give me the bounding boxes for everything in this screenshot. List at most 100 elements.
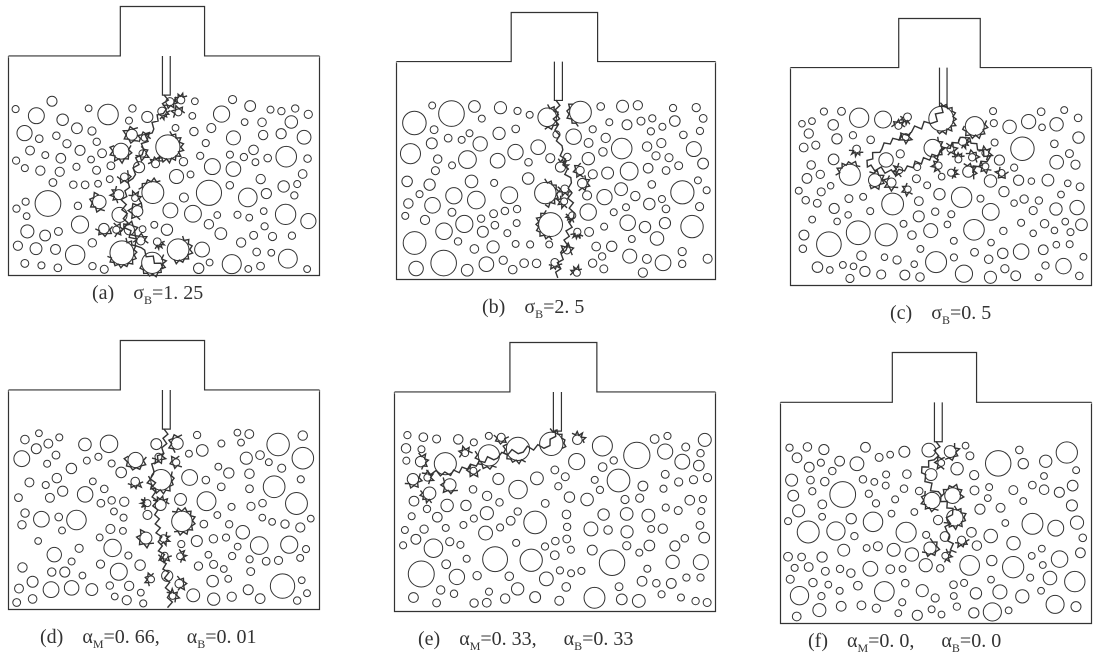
aggregate-circle bbox=[41, 480, 50, 490]
caption-c-tag: (c) bbox=[890, 302, 913, 324]
aggregate-circle bbox=[866, 135, 875, 145]
aggregate-circle bbox=[469, 244, 480, 254]
crack-segment bbox=[944, 443, 962, 462]
aggregate-circle bbox=[614, 582, 624, 592]
aggregate-circle bbox=[961, 441, 970, 450]
aggregate-circle bbox=[24, 477, 35, 488]
aggregate-circle bbox=[1064, 149, 1074, 159]
aggregate-circle bbox=[513, 106, 522, 116]
aggregate-circle bbox=[50, 243, 61, 255]
aggregate-circle bbox=[783, 551, 793, 562]
aggregate-circle bbox=[586, 544, 598, 556]
aggregate-circle bbox=[105, 175, 114, 184]
aggregate-circle bbox=[203, 158, 221, 176]
caption-a-value-1: =1. 25 bbox=[152, 282, 204, 304]
aggregate-circle bbox=[48, 178, 58, 187]
aggregate-circle bbox=[256, 261, 265, 271]
aggregate-circle bbox=[255, 173, 266, 185]
aggregate-circle bbox=[237, 187, 258, 208]
aggregate-circle bbox=[512, 204, 522, 214]
aggregate-circle bbox=[142, 509, 153, 520]
aggregate-circle bbox=[419, 214, 431, 226]
crack-segment bbox=[120, 220, 139, 237]
aggregate-circle bbox=[647, 524, 656, 533]
aggregate-circle bbox=[124, 551, 133, 560]
aggregate-circle bbox=[674, 477, 684, 487]
aggregate-circle bbox=[969, 469, 980, 481]
aggregate-circle bbox=[609, 456, 618, 465]
aggregate-circle bbox=[623, 441, 651, 470]
aggregate-circle bbox=[20, 508, 30, 518]
aggregate-circle bbox=[985, 483, 994, 492]
aggregate-circle bbox=[251, 158, 260, 167]
caption-d-subscript-2: B bbox=[197, 637, 206, 651]
crack-segment bbox=[88, 191, 105, 214]
aggregate-circle bbox=[110, 592, 119, 601]
aggregate-circle bbox=[41, 151, 50, 160]
aggregate-circle bbox=[139, 531, 153, 545]
aggregate-circle bbox=[1015, 589, 1030, 604]
crack-segment bbox=[176, 575, 188, 592]
aggregate-circle bbox=[1065, 499, 1078, 512]
aggregate-circle bbox=[845, 220, 871, 246]
aggregate-circle bbox=[214, 227, 228, 240]
aggregate-circle bbox=[511, 239, 520, 248]
aggregate-circle bbox=[1000, 264, 1010, 274]
aggregate-circle bbox=[447, 207, 457, 217]
aggregate-circle bbox=[225, 180, 235, 190]
aggregate-circle bbox=[923, 138, 942, 158]
crack-segment bbox=[157, 554, 173, 564]
aggregate-circle bbox=[403, 198, 414, 209]
caption-c-value-1: =0. 5 bbox=[950, 302, 992, 324]
aggregate-circle bbox=[796, 520, 820, 544]
crack-path bbox=[920, 440, 957, 554]
crack-segment bbox=[943, 505, 967, 531]
aggregate-circle bbox=[601, 166, 615, 180]
aggregate-circle bbox=[1008, 485, 1019, 496]
aggregate-circle bbox=[82, 456, 91, 465]
aggregate-circle bbox=[141, 110, 154, 124]
aggregate-circle bbox=[1075, 182, 1085, 192]
aggregate-circle bbox=[859, 192, 868, 201]
crack-segment bbox=[963, 162, 979, 180]
aggregate-circle bbox=[92, 137, 101, 146]
aggregate-circle bbox=[468, 100, 481, 113]
aggregate-circle bbox=[658, 122, 667, 131]
aggregate-circle bbox=[274, 203, 297, 226]
aggregate-circle bbox=[507, 143, 524, 161]
aggregate-circle bbox=[70, 215, 90, 234]
aggregate-circle bbox=[866, 207, 875, 216]
aggregate-circle bbox=[697, 507, 706, 516]
crack-segment bbox=[404, 473, 424, 490]
aggregate-circle bbox=[245, 484, 254, 494]
aggregate-circle bbox=[240, 118, 249, 127]
aggregate-circle bbox=[561, 582, 572, 592]
aggregate-circle bbox=[679, 130, 688, 140]
aggregate-circle bbox=[850, 531, 859, 541]
aggregate-circle bbox=[1004, 606, 1013, 615]
aggregate-circle bbox=[596, 102, 606, 111]
aggregate-circle bbox=[627, 235, 636, 243]
aggregate-circle bbox=[481, 597, 492, 608]
aggregate-circle bbox=[80, 180, 90, 190]
crack-segment bbox=[960, 137, 972, 151]
aggregate-circle bbox=[798, 119, 806, 128]
aggregate-circle bbox=[789, 586, 810, 606]
aggregate-circle bbox=[787, 489, 800, 502]
aggregate-circle bbox=[460, 263, 474, 277]
aggregate-circle bbox=[876, 269, 887, 280]
crack-segment bbox=[128, 189, 143, 203]
aggregate-circle bbox=[109, 562, 128, 581]
aggregate-circle bbox=[927, 605, 936, 614]
aggregate-circle bbox=[999, 226, 1008, 236]
aggregate-circle bbox=[422, 486, 437, 501]
aggregate-circle bbox=[910, 260, 919, 269]
aggregate-circle bbox=[257, 117, 267, 128]
aggregate-circle bbox=[46, 95, 58, 107]
aggregate-circle bbox=[457, 135, 466, 144]
aggregate-circle bbox=[658, 216, 672, 230]
aggregate-circle bbox=[803, 562, 814, 572]
aggregate-circle bbox=[649, 434, 660, 444]
caption-d-subscript-1: M bbox=[92, 637, 104, 651]
aggregate-circle bbox=[785, 574, 795, 584]
